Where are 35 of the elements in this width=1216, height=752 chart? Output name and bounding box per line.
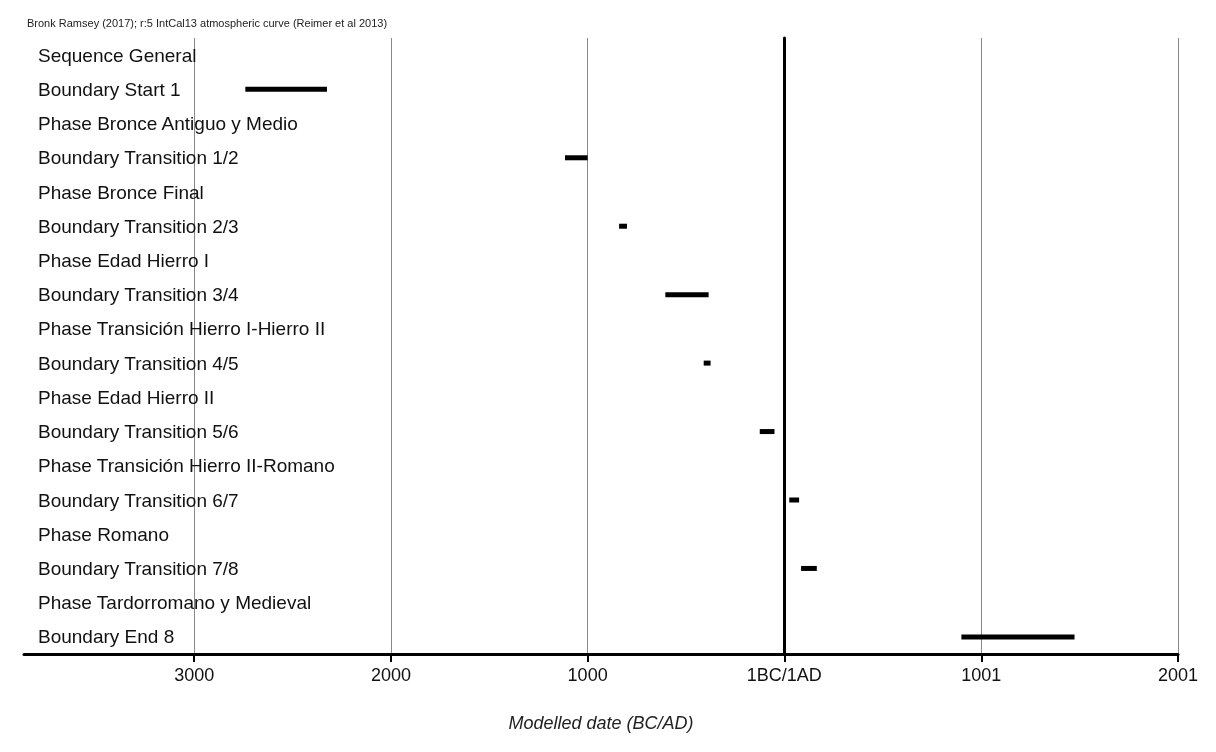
- bar: [245, 86, 327, 92]
- bar: [565, 155, 588, 161]
- y-tick-label: Phase Edad Hierro I: [38, 249, 210, 271]
- x-tick-label: 1001: [961, 665, 1002, 685]
- x-tick-label: 2000: [370, 665, 411, 685]
- y-tick-label: Phase Tardorromano y Medieval: [38, 592, 312, 614]
- y-tick-label: Boundary Transition 2/3: [38, 215, 239, 237]
- y-tick-label: Boundary Transition 1/2: [38, 147, 239, 169]
- y-tick-label: Phase Edad Hierro II: [38, 386, 215, 408]
- x-tick-label: 3000: [174, 665, 215, 685]
- y-tick-label: Boundary Transition 6/7: [38, 489, 239, 511]
- y-tick-label: Sequence General: [38, 44, 197, 66]
- y-tick-label: Phase Romano: [38, 523, 169, 545]
- y-tick-label: Phase Transición Hierro II-Romano: [38, 455, 335, 477]
- x-tick-label: 1BC/1AD: [746, 665, 822, 685]
- y-tick-label: Phase Bronce Final: [38, 181, 204, 203]
- bar: [703, 360, 711, 366]
- chart-title: Bronk Ramsey (2017); r:5 IntCal13 atmospheric curve (Reimer et al 2013): [27, 16, 388, 29]
- y-tick-label: Boundary Transition 5/6: [38, 421, 239, 443]
- y-tick-label: Phase Transición Hierro I-Hierro II: [38, 318, 326, 340]
- x-tick-label: 2001: [1157, 665, 1199, 685]
- x-axis-title: Modelled date (BC/AD): [508, 713, 694, 733]
- bar: [961, 634, 1075, 640]
- bar: [789, 497, 800, 503]
- y-tick-label: Boundary Transition 7/8: [38, 557, 239, 579]
- y-tick-label: Phase Bronce Antiguo y Medio: [38, 113, 298, 135]
- bar: [759, 429, 775, 435]
- x-tick-label: 1000: [567, 665, 608, 685]
- bar: [619, 223, 627, 229]
- y-tick-label: Boundary Start 1: [38, 78, 181, 100]
- y-tick-label: Boundary End 8: [38, 626, 175, 648]
- y-tick-label: Boundary Transition 4/5: [38, 352, 239, 374]
- bar: [801, 565, 817, 571]
- bar: [665, 292, 709, 298]
- y-tick-label: Boundary Transition 3/4: [38, 284, 240, 306]
